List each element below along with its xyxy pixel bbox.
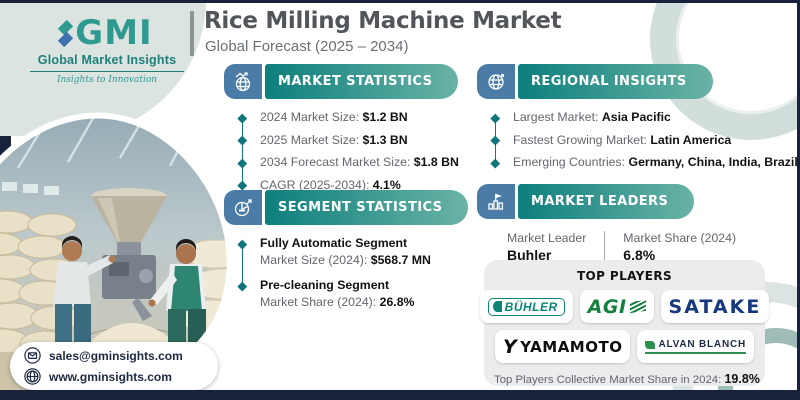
section-market-leaders: MARKET LEADERS Market Leader Buhler Mark… (477, 184, 754, 263)
list-item: 2034 Forecast Market Size: $1.8 BN (239, 154, 459, 171)
title-accent-bar (190, 11, 194, 56)
contact-email-row[interactable]: sales@gminsights.com (24, 347, 218, 364)
stat-value: $1.8 BN (413, 155, 459, 169)
alvan-blanch-leaf-icon (645, 340, 656, 349)
market-statistics-list: 2024 Market Size: $1.2 BN 2025 Market Si… (239, 109, 459, 193)
logo-alvan-blanch: ALVAN BLANCH (637, 330, 755, 363)
yamamoto-y-icon: Y (502, 335, 518, 358)
page-title: Rice Milling Machine Market (204, 8, 562, 34)
stat-label: 2024 Market Size: (260, 110, 360, 124)
stat-label: 2034 Forecast Market Size: (260, 155, 411, 169)
top-players-box: TOP PLAYERS BÜHLER AGI SATAKE Y YAMAMOTO … (479, 260, 770, 386)
section-title-market-statistics: MARKET STATISTICS (265, 64, 459, 99)
right-border (797, 0, 800, 400)
list-item: Pre-cleaning Segment Market Share (2024):… (239, 277, 468, 310)
region-label: Emerging Countries: (513, 155, 626, 169)
leader-chart-icon (477, 184, 515, 219)
top-players-row-2: Y YAMAMOTO ALVAN BLANCH (494, 330, 755, 363)
top-border (0, 0, 800, 3)
pie-chart-icon (224, 190, 262, 225)
region-label: Largest Market: (513, 110, 599, 124)
logo-text: AGI (587, 295, 627, 318)
section-title-segment-statistics: SEGMENT STATISTICS (265, 190, 469, 225)
market-share-cell: Market Share (2024) 6.8% (604, 231, 754, 263)
agi-flag-icon (629, 299, 646, 314)
stat-value: $1.3 BN (362, 132, 408, 147)
collective-share: Top Players Collective Market Share in 2… (494, 372, 760, 386)
website-globe-icon (24, 368, 41, 385)
section-segment-statistics: SEGMENT STATISTICS Fully Automatic Segme… (224, 190, 469, 319)
logo-text: BÜHLER (504, 299, 558, 314)
top-players-row-1: BÜHLER AGI SATAKE (479, 290, 770, 323)
segment-name: Fully Automatic Segment (260, 236, 408, 250)
globe-icon (477, 64, 515, 99)
share-value: 6.8% (623, 247, 656, 263)
list-item: 2025 Market Size: $1.3 BN (239, 132, 459, 149)
collective-value: 19.8% (724, 372, 760, 386)
brand-abbr: GMI (75, 16, 152, 50)
logo-text: SATAKE (668, 295, 762, 318)
segment-label: Market Share (2024): (260, 294, 377, 309)
segment-name: Pre-cleaning Segment (260, 278, 390, 292)
logo-yamamoto: Y YAMAMOTO (494, 330, 631, 363)
logo-agi: AGI (579, 290, 654, 323)
regional-insights-list: Largest Market: Asia Pacific Fastest Gro… (492, 109, 798, 171)
brand-abbr-text: GMI (75, 13, 153, 53)
stat-value: 4.1% (372, 177, 401, 192)
segment-value: $568.7 MN (370, 252, 431, 267)
list-item: Emerging Countries: Germany, China, Indi… (492, 154, 798, 171)
market-leader-row: Market Leader Buhler Market Share (2024)… (507, 231, 754, 263)
globe-trend-icon (224, 64, 262, 99)
brand-tagline: Insights to Innovation (56, 75, 158, 85)
segment-label: Market Size (2024): (260, 252, 368, 267)
contact-website[interactable]: www.gminsights.com (49, 369, 172, 384)
list-item: Fully Automatic Segment Market Size (2024… (239, 235, 468, 268)
contact-website-row[interactable]: www.gminsights.com (24, 368, 218, 385)
brand-divider (30, 71, 184, 72)
region-value: Latin America (650, 132, 732, 147)
list-item: Largest Market: Asia Pacific (492, 109, 798, 126)
logo-buhler: BÜHLER (479, 290, 573, 323)
leader-value: Buhler (507, 247, 552, 263)
email-icon (24, 347, 41, 364)
contact-panel: sales@gminsights.com www.gminsights.com (10, 342, 218, 390)
segment-value: 26.8% (379, 294, 415, 309)
brand-name: Global Market Insights (37, 53, 177, 67)
buhler-crescent-icon (492, 301, 502, 312)
leader-label: Market Leader (507, 231, 587, 245)
region-label: Fastest Growing Market: (513, 132, 647, 147)
logo-satake: SATAKE (660, 290, 770, 323)
segment-statistics-list: Fully Automatic Segment Market Size (2024… (239, 235, 468, 310)
market-leader-cell: Market Leader Buhler (507, 231, 604, 263)
contact-email[interactable]: sales@gminsights.com (49, 348, 183, 363)
section-title-market-leaders: MARKET LEADERS (518, 184, 695, 219)
collective-label: Top Players Collective Market Share in 2… (494, 374, 722, 386)
region-value: Germany, China, India, Brazil (628, 155, 798, 169)
stat-label: 2025 Market Size: (260, 132, 360, 147)
top-players-title: TOP PLAYERS (576, 269, 673, 283)
share-label: Market Share (2024) (623, 231, 737, 245)
page-subtitle: Global Forecast (2025 – 2034) (205, 38, 409, 55)
logo-text: ALVAN BLANCH (658, 339, 747, 350)
logo-text: YAMAMOTO (520, 337, 623, 356)
gmi-diamond-icon (58, 19, 74, 47)
section-regional-insights: REGIONAL INSIGHTS Largest Market: Asia P… (477, 64, 798, 171)
stat-value: $1.2 BN (362, 110, 408, 124)
section-market-statistics: MARKET STATISTICS 2024 Market Size: $1.2… (224, 64, 459, 193)
stat-label: CAGR (2025-2034): (260, 177, 370, 192)
list-item: 2024 Market Size: $1.2 BN (239, 109, 459, 126)
bottom-border (0, 390, 800, 400)
section-title-regional-insights: REGIONAL INSIGHTS (518, 64, 713, 99)
region-value: Asia Pacific (601, 110, 671, 124)
list-item: Fastest Growing Market: Latin America (492, 132, 798, 149)
list-item: CAGR (2025-2034): 4.1% (239, 177, 459, 194)
